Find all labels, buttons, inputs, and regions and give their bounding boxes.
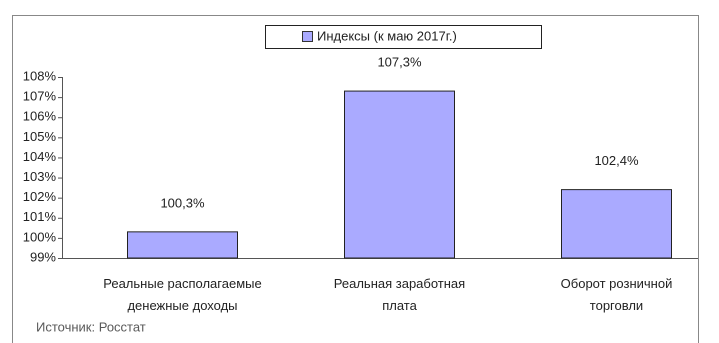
y-tick-label: 106% [23,109,57,124]
y-tick-label: 103% [23,169,57,184]
y-tick-label: 100% [23,229,57,244]
source-note: Источник: Росстат [36,319,146,334]
bar [127,231,238,259]
y-tick-label: 104% [23,149,57,164]
data-label: 102,4% [594,153,639,168]
bar [561,189,672,259]
y-tick-label: 108% [23,68,57,83]
bar [344,90,455,259]
data-label: 107,3% [377,55,422,70]
x-tick-label: Реальная заработная плата [334,276,465,313]
y-tick-label: 105% [23,129,57,144]
x-tick-label: Оборот розничной торговли [561,276,673,313]
data-label: 100,3% [160,195,205,210]
chart-frame [12,15,699,343]
legend-box [265,25,542,49]
y-tick-label: 107% [23,89,57,104]
y-tick-label: 99% [30,249,56,264]
legend-label: Индексы (к маю 2017г.) [317,28,457,43]
y-tick-label: 101% [23,209,57,224]
y-tick-label: 102% [23,189,57,204]
legend-swatch [302,31,313,42]
x-tick-label: Реальные располагаемые денежные доходы [103,276,261,313]
